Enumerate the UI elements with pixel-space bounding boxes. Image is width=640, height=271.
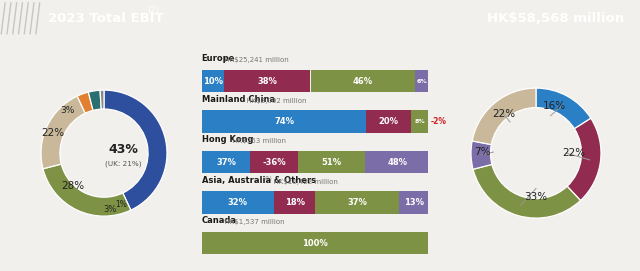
- Text: 37%: 37%: [348, 198, 367, 207]
- Text: 3%: 3%: [60, 106, 75, 115]
- Text: 100%: 100%: [302, 238, 328, 248]
- Text: 37%: 37%: [216, 158, 236, 167]
- Text: 51%: 51%: [322, 158, 342, 167]
- Bar: [202, 110, 366, 133]
- Text: HK$16,422 million: HK$16,422 million: [269, 179, 338, 185]
- Text: 74%: 74%: [274, 117, 294, 126]
- Text: HK$25,241 million: HK$25,241 million: [220, 57, 289, 63]
- Text: 7%: 7%: [474, 147, 491, 157]
- Text: 28%: 28%: [61, 181, 84, 191]
- Text: Hong Kong: Hong Kong: [202, 135, 253, 144]
- Text: 46%: 46%: [353, 77, 373, 86]
- Wedge shape: [100, 90, 104, 109]
- Wedge shape: [41, 96, 85, 169]
- Text: (1): (1): [265, 176, 273, 181]
- Wedge shape: [43, 164, 131, 216]
- Wedge shape: [77, 92, 93, 113]
- Text: 1%: 1%: [116, 200, 127, 209]
- Bar: [411, 110, 428, 133]
- Text: 3%: 3%: [104, 205, 117, 214]
- Text: 6%: 6%: [417, 79, 428, 84]
- Text: Europe: Europe: [202, 54, 235, 63]
- Bar: [202, 70, 224, 92]
- Text: -2%: -2%: [431, 117, 447, 126]
- Text: 18%: 18%: [285, 198, 305, 207]
- Bar: [399, 191, 428, 214]
- Wedge shape: [472, 88, 536, 145]
- Text: HK$1,537 million: HK$1,537 million: [220, 219, 285, 225]
- Bar: [365, 151, 428, 173]
- Text: 43%: 43%: [108, 143, 138, 156]
- Text: 8%: 8%: [415, 119, 425, 124]
- Text: 13%: 13%: [404, 198, 424, 207]
- Bar: [298, 151, 365, 173]
- Text: 20%: 20%: [379, 117, 399, 126]
- Text: Mainland China: Mainland China: [202, 95, 275, 104]
- Text: 16%: 16%: [543, 101, 566, 111]
- Bar: [202, 191, 274, 214]
- Text: HK$363 million: HK$363 million: [228, 138, 287, 144]
- Bar: [250, 151, 298, 173]
- Text: -36%: -36%: [262, 158, 286, 167]
- Text: 2023 Total EBIT: 2023 Total EBIT: [48, 12, 164, 25]
- Bar: [415, 70, 428, 92]
- Text: 22%: 22%: [492, 109, 515, 119]
- Text: Asia, Australia & Others: Asia, Australia & Others: [202, 176, 316, 185]
- Text: (2): (2): [147, 6, 159, 15]
- Text: (UK: 21%): (UK: 21%): [105, 161, 141, 167]
- Wedge shape: [104, 90, 167, 210]
- Bar: [202, 232, 428, 254]
- Bar: [202, 151, 250, 173]
- Wedge shape: [473, 164, 580, 218]
- Bar: [275, 191, 315, 214]
- Text: HK$58,568 million: HK$58,568 million: [487, 12, 624, 25]
- Bar: [310, 70, 415, 92]
- Wedge shape: [88, 90, 101, 110]
- Wedge shape: [567, 118, 601, 201]
- Bar: [367, 110, 410, 133]
- Bar: [225, 70, 310, 92]
- Wedge shape: [471, 141, 492, 169]
- Text: 22%: 22%: [562, 148, 585, 158]
- Text: HK$2,092 million: HK$2,092 million: [242, 98, 307, 104]
- Text: 10%: 10%: [203, 77, 223, 86]
- Text: 32%: 32%: [228, 198, 248, 207]
- Text: 38%: 38%: [257, 77, 277, 86]
- Text: Canada: Canada: [202, 216, 237, 225]
- Text: 22%: 22%: [41, 128, 64, 138]
- Wedge shape: [536, 88, 591, 129]
- Text: 33%: 33%: [524, 192, 548, 202]
- Bar: [315, 191, 399, 214]
- Text: 48%: 48%: [387, 158, 407, 167]
